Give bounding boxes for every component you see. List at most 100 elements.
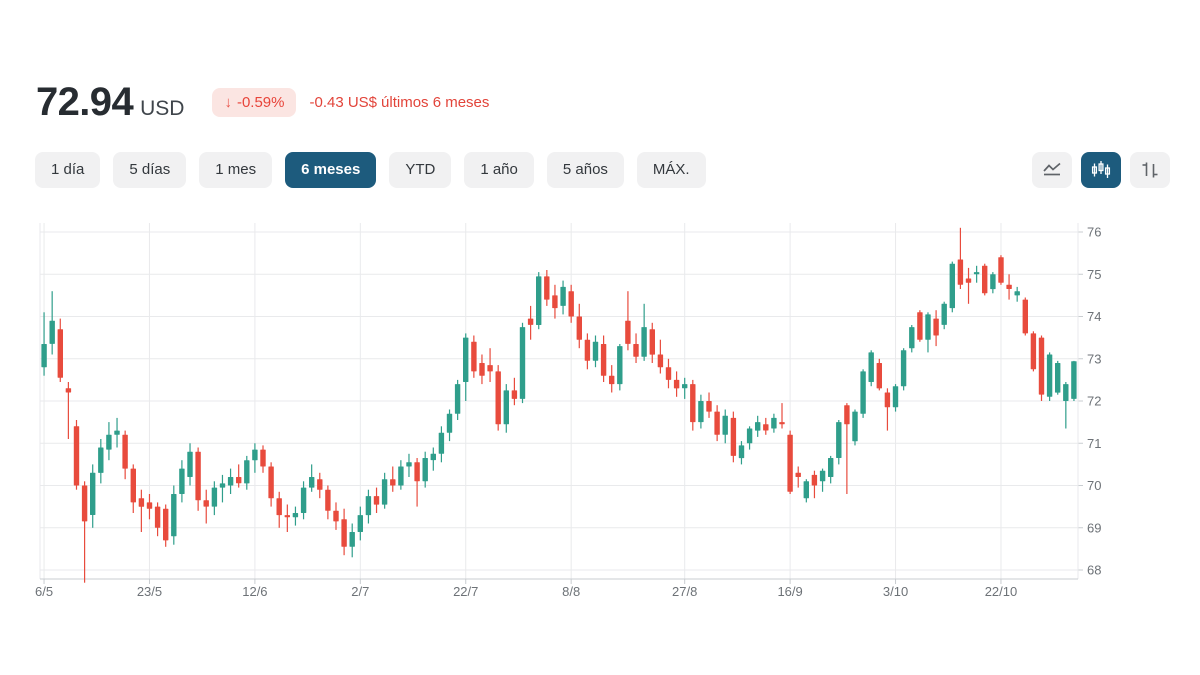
candle[interactable] [276, 491, 282, 528]
candle[interactable] [795, 466, 801, 488]
candle[interactable] [236, 464, 242, 488]
candle[interactable] [244, 455, 250, 490]
candle[interactable] [390, 466, 396, 492]
candle[interactable] [819, 468, 826, 492]
candle[interactable] [1046, 352, 1053, 401]
candle[interactable] [722, 409, 728, 444]
candle[interactable] [949, 261, 955, 313]
candle[interactable] [187, 443, 193, 486]
candle[interactable] [146, 494, 153, 520]
candle[interactable] [1071, 360, 1077, 401]
line-chart-button[interactable] [1032, 152, 1072, 188]
candle[interactable] [665, 358, 672, 389]
candle[interactable] [965, 267, 972, 304]
candle[interactable] [317, 472, 323, 499]
candle[interactable] [544, 270, 550, 306]
ohlc-chart-button[interactable] [1130, 152, 1170, 188]
candle[interactable] [414, 458, 420, 507]
candle[interactable] [373, 487, 380, 513]
candle[interactable] [203, 489, 209, 524]
range-tab-5-días[interactable]: 5 días [113, 152, 187, 188]
candle[interactable] [163, 504, 169, 547]
candle[interactable] [690, 379, 696, 431]
candle[interactable] [698, 394, 704, 429]
candle[interactable] [738, 441, 745, 465]
candle[interactable] [422, 451, 428, 488]
candle[interactable] [625, 291, 631, 351]
candle[interactable] [81, 481, 88, 583]
candle[interactable] [763, 417, 769, 435]
candle[interactable] [438, 426, 445, 463]
candle[interactable] [568, 284, 574, 323]
candle[interactable] [641, 303, 647, 361]
candle[interactable] [73, 420, 80, 490]
candle[interactable] [1030, 331, 1037, 372]
candle[interactable] [325, 485, 331, 520]
candle[interactable] [195, 447, 201, 511]
candle[interactable] [609, 365, 615, 393]
candle[interactable] [706, 392, 712, 418]
candle[interactable] [130, 464, 136, 513]
candle[interactable] [957, 227, 964, 289]
candle[interactable] [779, 403, 785, 429]
candle[interactable] [503, 384, 509, 433]
candle[interactable] [811, 470, 818, 499]
candle[interactable] [714, 405, 720, 442]
candle[interactable] [852, 409, 858, 446]
candle[interactable] [398, 460, 404, 490]
candle[interactable] [933, 310, 939, 347]
candle[interactable] [828, 455, 834, 484]
candle[interactable] [357, 506, 363, 541]
candle[interactable] [787, 430, 793, 494]
candle[interactable] [365, 489, 372, 524]
candle[interactable] [868, 350, 874, 387]
candle[interactable] [560, 280, 566, 315]
candle[interactable] [771, 413, 777, 433]
candle[interactable] [1038, 335, 1045, 402]
candle[interactable] [973, 265, 980, 283]
candle[interactable] [1063, 382, 1069, 429]
candle[interactable] [1055, 360, 1061, 395]
candle[interactable] [122, 430, 128, 480]
candle[interactable] [479, 354, 485, 385]
candle[interactable] [536, 272, 542, 330]
candle[interactable] [381, 472, 388, 509]
candle[interactable] [941, 301, 947, 330]
candle[interactable] [106, 422, 112, 461]
candle[interactable] [309, 464, 315, 492]
candle[interactable] [755, 415, 761, 437]
candle[interactable] [519, 322, 526, 404]
candle[interactable] [1014, 286, 1020, 302]
candle[interactable] [171, 485, 177, 545]
candle[interactable] [730, 411, 737, 463]
range-tab-1-mes[interactable]: 1 mes [199, 152, 273, 188]
candle[interactable] [90, 464, 96, 528]
candle[interactable] [990, 272, 996, 294]
range-tab-1-día[interactable]: 1 día [35, 152, 101, 188]
candle[interactable] [495, 365, 501, 431]
range-tab-6-meses[interactable]: 6 meses [285, 152, 377, 188]
candle[interactable] [600, 335, 607, 383]
candle[interactable] [917, 310, 923, 342]
candle[interactable] [292, 506, 299, 526]
candle[interactable] [836, 420, 842, 465]
candle[interactable] [892, 384, 899, 412]
candle[interactable] [268, 462, 274, 507]
candle[interactable] [527, 305, 534, 340]
candle[interactable] [260, 445, 266, 473]
candle[interactable] [1022, 297, 1028, 336]
candle[interactable] [65, 382, 72, 439]
candle[interactable] [349, 523, 355, 558]
candle[interactable] [982, 263, 988, 296]
candle[interactable] [909, 325, 915, 353]
candle[interactable] [649, 322, 655, 363]
candle[interactable] [746, 426, 753, 450]
candle[interactable] [682, 377, 688, 399]
range-tab-1-año[interactable]: 1 año [464, 152, 534, 188]
candle[interactable] [844, 403, 850, 494]
candle[interactable] [617, 344, 623, 391]
candle[interactable] [446, 409, 453, 442]
candle[interactable] [179, 460, 185, 503]
candle[interactable] [454, 379, 461, 420]
candle[interactable] [114, 417, 120, 448]
